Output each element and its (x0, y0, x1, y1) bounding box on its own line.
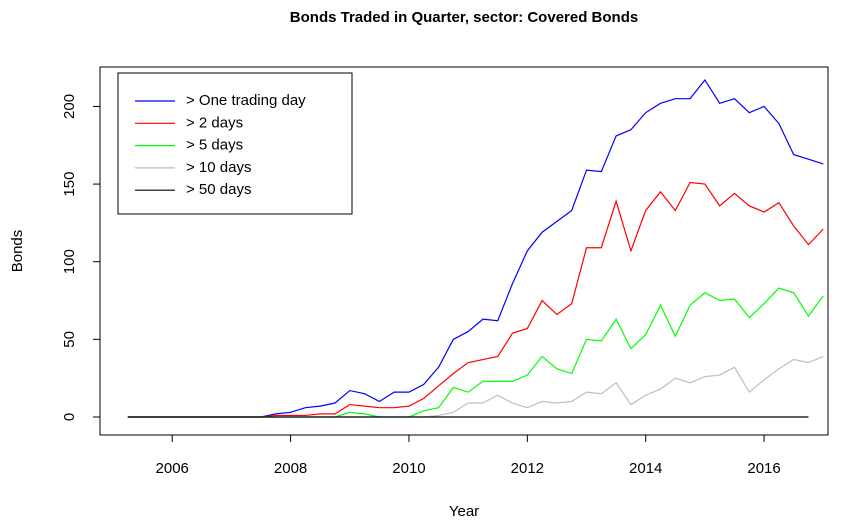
y-axis-label: Bonds (9, 230, 26, 273)
y-tick-label: 50 (61, 331, 78, 348)
x-tick-label: 2006 (156, 460, 189, 477)
chart-title: Bonds Traded in Quarter, sector: Covered… (290, 9, 638, 26)
y-tick-label: 200 (61, 94, 78, 119)
legend-label: > One trading day (186, 92, 306, 109)
y-tick-label: 150 (61, 172, 78, 197)
legend-label: > 50 days (186, 181, 251, 198)
x-tick-label: 2010 (392, 460, 425, 477)
series-line (127, 287, 824, 418)
x-axis-label: Year (449, 503, 479, 520)
legend-label: > 2 days (186, 114, 243, 131)
y-tick-label: 0 (61, 413, 78, 421)
plot-box (99, 66, 829, 436)
legend-label: > 10 days (186, 159, 251, 176)
x-tick-label: 2008 (274, 460, 307, 477)
x-tick-label: 2012 (511, 460, 544, 477)
x-tick-label: 2016 (747, 460, 780, 477)
x-tick-label: 2014 (629, 460, 662, 477)
y-tick-label: 100 (61, 249, 78, 274)
legend-label: > 5 days (186, 137, 243, 154)
